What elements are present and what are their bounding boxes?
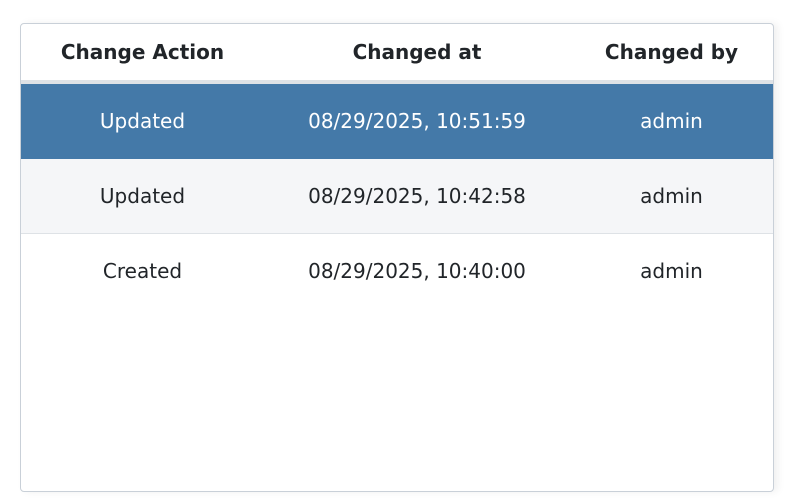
table-header-row: Change Action Changed at Changed by xyxy=(21,24,773,84)
column-header-changed-by[interactable]: Changed by xyxy=(570,24,773,84)
cell-changed-at: 08/29/2025, 10:51:59 xyxy=(264,82,570,159)
column-header-change-action[interactable]: Change Action xyxy=(21,24,264,84)
table-row-selected[interactable]: Updated 08/29/2025, 10:51:59 admin xyxy=(21,82,773,159)
cell-changed-by: admin xyxy=(570,82,773,159)
cell-change-action: Updated xyxy=(21,158,264,234)
column-header-changed-at[interactable]: Changed at xyxy=(264,24,570,84)
cell-changed-by: admin xyxy=(570,158,773,234)
cell-changed-by: admin xyxy=(640,259,703,283)
table-row[interactable]: Created 08/29/2025, 10:40:00 admin xyxy=(21,234,773,309)
cell-change-action: Updated xyxy=(21,82,264,159)
change-history-card: Change Action Changed at Changed by Upda… xyxy=(20,23,774,492)
cell-changed-at: 08/29/2025, 10:42:58 xyxy=(264,158,570,234)
change-history-table: Change Action Changed at Changed by Upda… xyxy=(21,24,773,308)
table-row[interactable]: Updated 08/29/2025, 10:42:58 admin xyxy=(21,158,773,234)
cell-change-action: Created xyxy=(102,259,183,283)
cell-changed-at: 08/29/2025, 10:40:00 xyxy=(308,259,526,283)
